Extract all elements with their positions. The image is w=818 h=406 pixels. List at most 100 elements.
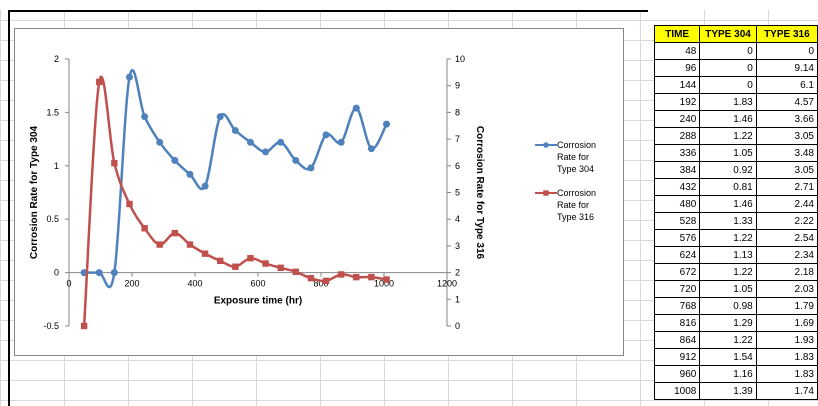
data-point-304 xyxy=(337,138,345,146)
chart-legend[interactable]: Corrosion Rate for Type 304 Corrosion Ra… xyxy=(535,139,625,235)
cell-time[interactable]: 432 xyxy=(653,178,701,196)
cell-time[interactable]: 288 xyxy=(653,127,701,145)
y-tick-label: 2 xyxy=(54,54,59,64)
cell-type-304[interactable]: 1.05 xyxy=(699,144,757,162)
y2-tick-label: 2 xyxy=(455,268,460,278)
data-point-304 xyxy=(186,170,194,178)
table-row: 1008 1.39 1.74 xyxy=(653,382,818,400)
cell-time[interactable]: 480 xyxy=(653,195,701,213)
cell-type-316[interactable]: 4.57 xyxy=(755,93,818,111)
y-tick-label: 1.5 xyxy=(46,107,59,117)
cell-time[interactable]: 384 xyxy=(653,161,701,179)
table-row: 576 1.22 2.54 xyxy=(653,229,818,247)
cell-time[interactable]: 48 xyxy=(653,42,701,60)
table-row: 384 0.92 3.05 xyxy=(653,161,818,179)
data-point-316 xyxy=(96,78,103,86)
data-point-316 xyxy=(337,271,345,278)
cell-type-304[interactable]: 1.22 xyxy=(699,229,757,247)
data-point-304 xyxy=(307,164,315,172)
cell-type-316[interactable]: 9.14 xyxy=(755,59,818,77)
cell-time[interactable]: 816 xyxy=(653,314,701,332)
cell-time[interactable]: 144 xyxy=(653,76,701,94)
header-type-316[interactable]: TYPE 316 xyxy=(755,25,818,43)
cell-time[interactable]: 336 xyxy=(653,144,701,162)
data-point-304 xyxy=(216,113,224,121)
cell-type-304[interactable]: 1.22 xyxy=(699,331,757,349)
cell-type-316[interactable]: 2.34 xyxy=(755,246,818,264)
y2-tick-label: 5 xyxy=(455,188,460,198)
cell-time[interactable]: 720 xyxy=(653,280,701,298)
data-point-304 xyxy=(201,182,209,190)
cell-time[interactable]: 624 xyxy=(653,246,701,264)
cell-time[interactable]: 960 xyxy=(653,365,701,383)
cell-type-304[interactable]: 1.83 xyxy=(699,93,757,111)
cell-type-304[interactable]: 1.33 xyxy=(699,212,757,230)
cell-time[interactable]: 192 xyxy=(653,93,701,111)
y2-tick-label: 7 xyxy=(455,134,460,144)
y2-tick-label: 0 xyxy=(455,321,460,331)
cell-time[interactable]: 912 xyxy=(653,348,701,366)
cell-type-316[interactable]: 1.79 xyxy=(755,297,818,315)
cell-type-316[interactable]: 3.05 xyxy=(755,161,818,179)
table-row: 96 0 9.14 xyxy=(653,59,818,77)
cell-type-316[interactable]: 1.69 xyxy=(755,314,818,332)
data-point-316 xyxy=(141,225,148,232)
cell-type-304[interactable]: 0 xyxy=(699,76,757,94)
cell-type-316[interactable]: 2.03 xyxy=(755,280,818,298)
cell-type-304[interactable]: 0 xyxy=(699,42,757,60)
data-table[interactable]: TIME TYPE 304 TYPE 316 48 0 0 96 0 9.14 144 0 6.… xyxy=(653,25,818,400)
cell-time[interactable]: 528 xyxy=(653,212,701,230)
cell-type-304[interactable]: 1.54 xyxy=(699,348,757,366)
cell-type-304[interactable]: 1.22 xyxy=(699,263,757,281)
cell-type-304[interactable]: 1.39 xyxy=(699,382,757,400)
cell-type-316[interactable]: 2.54 xyxy=(755,229,818,247)
cell-time[interactable]: 768 xyxy=(653,297,701,315)
cell-type-304[interactable]: 1.16 xyxy=(699,365,757,383)
cell-type-316[interactable]: 2.22 xyxy=(755,212,818,230)
cell-type-316[interactable]: 3.48 xyxy=(755,144,818,162)
cell-type-304[interactable]: 1.46 xyxy=(699,195,757,213)
cell-type-304[interactable]: 1.29 xyxy=(699,314,757,332)
header-type-304[interactable]: TYPE 304 xyxy=(699,25,757,43)
cell-type-304[interactable]: 1.46 xyxy=(699,110,757,128)
cell-type-316[interactable]: 1.74 xyxy=(755,382,818,400)
cell-type-316[interactable]: 2.71 xyxy=(755,178,818,196)
cell-time[interactable]: 1008 xyxy=(653,382,701,400)
cell-time[interactable]: 240 xyxy=(653,110,701,128)
cell-type-316[interactable]: 1.83 xyxy=(755,365,818,383)
header-time[interactable]: TIME xyxy=(653,25,701,43)
y-tick-label: -0.5 xyxy=(43,321,59,331)
cell-type-316[interactable]: 6.1 xyxy=(755,76,818,94)
cell-type-316[interactable]: 2.18 xyxy=(755,263,818,281)
cell-type-316[interactable]: 1.83 xyxy=(755,348,818,366)
cell-type-316[interactable]: 1.93 xyxy=(755,331,818,349)
table-row: 720 1.05 2.03 xyxy=(653,280,818,298)
cell-type-316[interactable]: 0 xyxy=(755,42,818,60)
data-point-304 xyxy=(352,104,360,112)
data-point-316 xyxy=(307,275,315,282)
table-row: 624 1.13 2.34 xyxy=(653,246,818,264)
cell-type-304[interactable]: 0.98 xyxy=(699,297,757,315)
cell-time[interactable]: 576 xyxy=(653,229,701,247)
cell-time[interactable]: 864 xyxy=(653,331,701,349)
legend-item-type-316: Corrosion Rate for Type 316 xyxy=(535,187,625,235)
data-point-304 xyxy=(246,138,254,146)
cell-type-304[interactable]: 1.13 xyxy=(699,246,757,264)
x-tick-label: 800 xyxy=(313,279,328,289)
cell-time[interactable]: 96 xyxy=(653,59,701,77)
chart-area[interactable]: -0.5 0 0.5 1 1.5 2 0 1 2 3 4 5 6 7 8 9 10 0 200 400 600 800 10… xyxy=(14,28,624,356)
cell-time[interactable]: 672 xyxy=(653,263,701,281)
cell-type-316[interactable]: 2.44 xyxy=(755,195,818,213)
data-point-316 xyxy=(186,241,194,248)
data-point-316 xyxy=(111,159,118,167)
cell-type-304[interactable]: 0.81 xyxy=(699,178,757,196)
cell-type-316[interactable]: 3.66 xyxy=(755,110,818,128)
cell-type-304[interactable]: 1.05 xyxy=(699,280,757,298)
table-row: 336 1.05 3.48 xyxy=(653,144,818,162)
cell-type-304[interactable]: 0.92 xyxy=(699,161,757,179)
cell-type-304[interactable]: 1.22 xyxy=(699,127,757,145)
cell-type-316[interactable]: 3.05 xyxy=(755,127,818,145)
data-point-316 xyxy=(262,260,269,267)
data-point-316 xyxy=(232,263,239,270)
cell-type-304[interactable]: 0 xyxy=(699,59,757,77)
